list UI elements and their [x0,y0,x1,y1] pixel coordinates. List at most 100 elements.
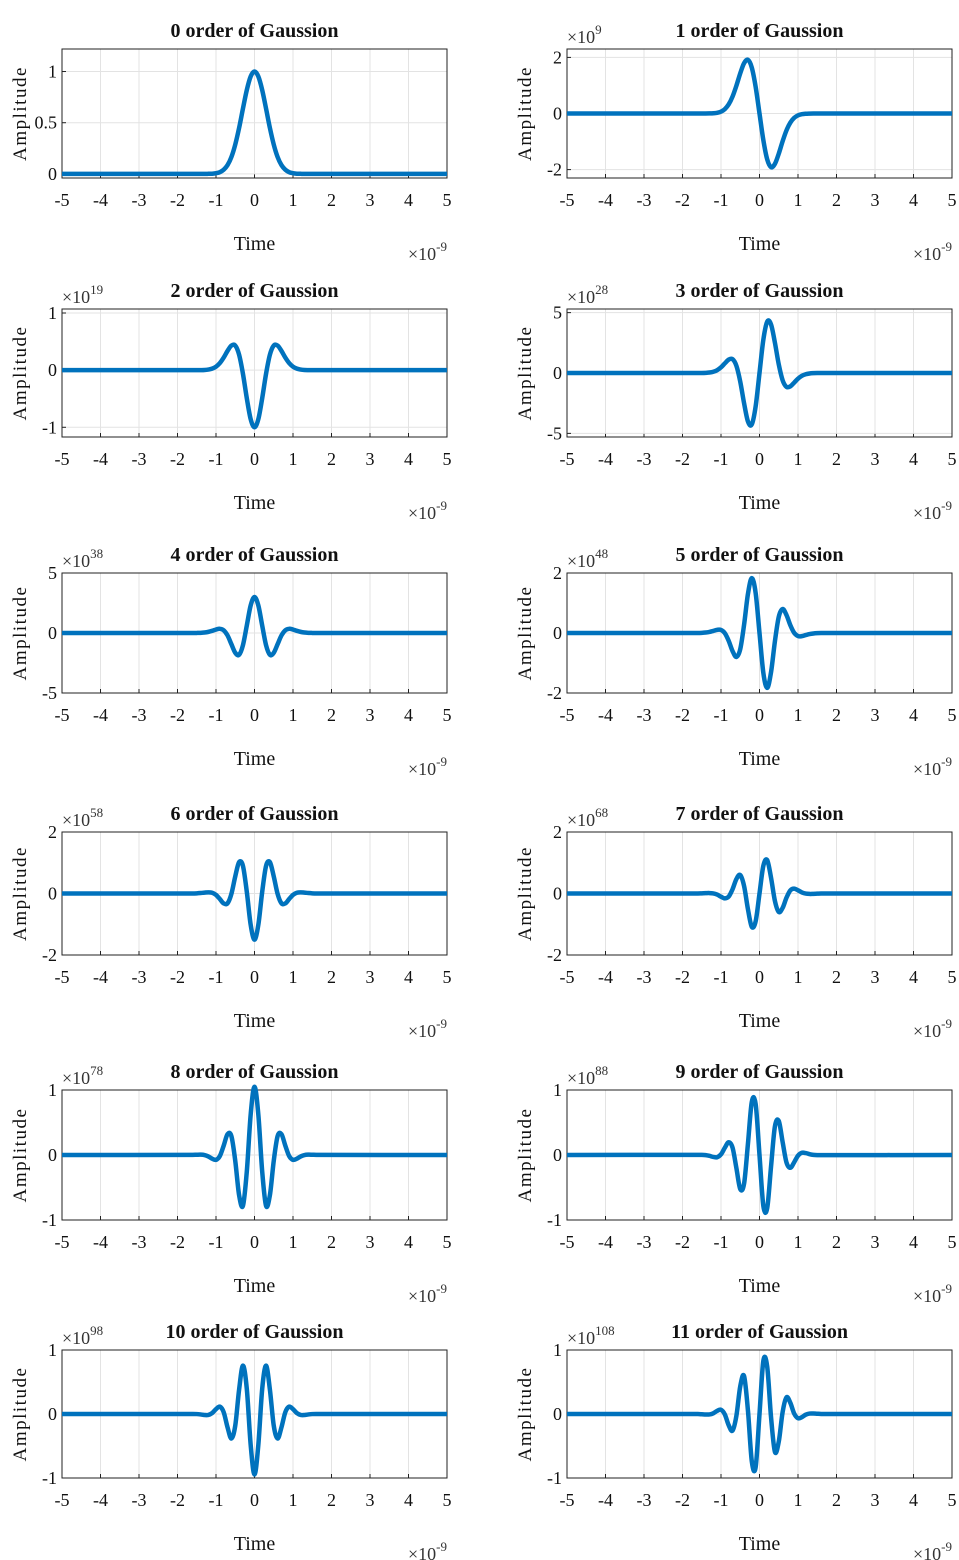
x-tick-label: -1 [209,1232,224,1252]
x-tick-label: 5 [948,190,957,210]
x-tick-label: 0 [755,1490,764,1510]
chart-title: 10 order of Gaussion [166,1321,344,1343]
x-tick-label: -5 [560,1490,575,1510]
x-multiplier-exponent: -9 [436,498,447,513]
x-tick-label: -3 [132,705,147,725]
x-tick-label: 4 [909,1232,918,1252]
y-multiplier-exponent: 48 [595,546,608,561]
data-line [62,342,447,430]
x-tick-label: 5 [443,449,452,469]
y-multiplier-base: ×10 [62,810,90,830]
x-tick-label: 5 [948,1490,957,1510]
data-line [566,857,953,930]
y-multiplier: ×1058 [62,805,103,830]
x-tick-label: -2 [170,1490,185,1510]
x-tick-label: 2 [832,967,841,987]
y-multiplier: ×1038 [62,546,103,571]
x-tick-label: -2 [675,1490,690,1510]
x-tick-label: 2 [327,449,336,469]
chart-title: 0 order of Gaussion [171,20,339,42]
x-tick-label: -1 [209,705,224,725]
x-axis-label: Time [739,1533,781,1555]
y-axis-label: Amplitude [515,1108,536,1203]
x-tick-label: -2 [170,190,185,210]
x-tick-label: 4 [909,967,918,987]
chart-title: 2 order of Gaussion [171,280,339,302]
x-multiplier-exponent: -9 [941,1539,952,1554]
x-tick-label: -5 [55,449,70,469]
y-tick-label: -1 [42,1468,57,1488]
x-tick-label: -2 [170,705,185,725]
x-multiplier: ×10-9 [408,239,447,264]
x-tick-label: 4 [909,705,918,725]
x-tick-label: 3 [871,705,880,725]
y-tick-label: -2 [547,683,562,703]
y-multiplier-base: ×10 [62,1328,90,1348]
y-tick-label: -1 [547,1210,562,1230]
x-tick-label: 5 [443,705,452,725]
x-tick-label: -2 [675,449,690,469]
x-tick-label: 0 [250,705,259,725]
x-multiplier: ×10-9 [408,1539,447,1560]
axes-box [61,48,448,179]
x-tick-label: 0 [250,190,259,210]
x-tick-label: -1 [209,190,224,210]
x-tick-label: -4 [93,190,108,210]
x-tick-label: -5 [55,705,70,725]
x-tick-label: 5 [443,1232,452,1252]
x-tick-label: 1 [289,190,298,210]
subplot: -5 -4 -3 -2 -1 0 1 2 3 4 5 -1 0 1 9 order of Gaussion T… [515,1061,957,1306]
subplot: -5 -4 -3 -2 -1 0 1 2 3 4 5 -1 0 1 8 order of Gaussion T… [10,1061,452,1306]
x-multiplier: ×10-9 [408,498,447,523]
y-tick-label: 0 [553,1404,562,1424]
x-tick-label: -2 [170,967,185,987]
x-tick-label: 2 [832,190,841,210]
x-tick-label: 5 [948,1232,957,1252]
subplot: -5 -4 -3 -2 -1 0 1 2 3 4 5 -5 0 5 3 order of Gaussion T… [515,280,957,523]
x-multiplier-exponent: -9 [941,239,952,254]
y-axis-label: Amplitude [10,326,31,421]
x-tick-label: -5 [560,705,575,725]
subplot: -5 -4 -3 -2 -1 0 1 2 3 4 5 -1 0 1 2 order of Gaussion T… [10,280,452,523]
x-tick-label: 3 [871,1232,880,1252]
x-tick-label: -4 [598,190,613,210]
y-multiplier-exponent: 98 [90,1323,103,1338]
x-tick-label: 3 [871,967,880,987]
subplot: -5 -4 -3 -2 -1 0 1 2 3 4 5 0 0.5 1 0 order of Gaussion… [10,20,452,264]
x-multiplier-base: ×10 [913,503,941,523]
x-tick-label: -3 [637,1232,652,1252]
y-tick-label: -1 [547,1468,562,1488]
x-axis-label: Time [739,748,781,770]
x-multiplier: ×10-9 [913,1281,952,1306]
x-tick-label: 0 [250,449,259,469]
x-tick-label: -4 [93,1232,108,1252]
y-tick-label: -2 [547,945,562,965]
x-multiplier-base: ×10 [913,1286,941,1306]
y-axis-label: Amplitude [515,326,536,421]
x-tick-label: -1 [714,449,729,469]
x-multiplier-exponent: -9 [436,239,447,254]
x-tick-label: 5 [948,967,957,987]
data-line [566,57,952,170]
y-tick-label: 1 [48,62,57,82]
x-tick-label: -1 [714,705,729,725]
y-tick-label: 0 [553,623,562,643]
x-tick-label: 4 [404,1490,413,1510]
y-tick-label: 0 [48,623,57,643]
y-tick-label: 0 [48,164,57,184]
x-tick-label: -5 [55,967,70,987]
x-tick-label: 4 [404,967,413,987]
x-tick-label: 1 [289,1490,298,1510]
x-tick-label: 2 [327,705,336,725]
x-multiplier-base: ×10 [408,1286,436,1306]
x-tick-label: 4 [404,1232,413,1252]
x-multiplier: ×10-9 [408,1016,447,1041]
y-tick-label: 0.5 [35,113,58,133]
y-tick-label: 2 [553,47,562,67]
x-tick-label: -3 [132,1232,147,1252]
y-multiplier: ×1019 [62,282,103,307]
y-tick-label: 0 [553,884,562,904]
x-tick-label: -1 [209,449,224,469]
y-tick-label: 0 [48,884,57,904]
y-tick-label: 0 [553,104,562,124]
